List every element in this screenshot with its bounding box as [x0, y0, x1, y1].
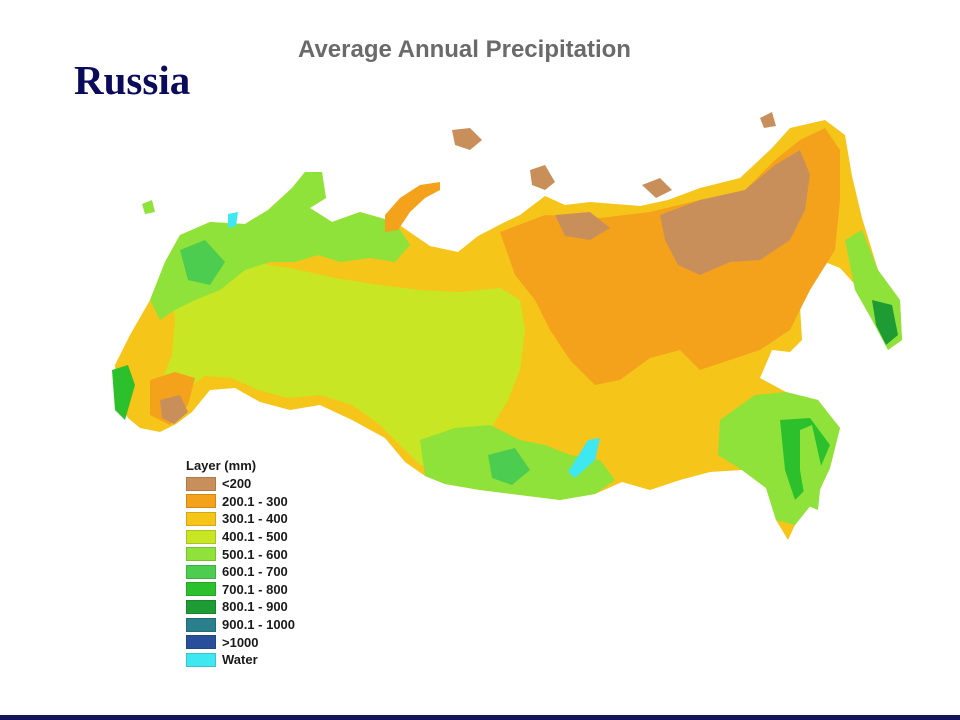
slide-title: Russia — [74, 57, 191, 103]
zone-under-200-taimyr — [555, 212, 610, 240]
kaliningrad — [142, 200, 155, 214]
zone-800-900-kamchatka — [872, 300, 898, 345]
zone-under-200-caspian — [160, 395, 188, 424]
legend-item: <200 — [186, 475, 295, 493]
severnaya-zemlya — [530, 165, 555, 190]
zone-under-200-northeast — [660, 150, 810, 275]
legend-item: 700.1 - 800 — [186, 581, 295, 599]
wrangel-island — [760, 112, 776, 128]
franz-josef-land — [452, 128, 482, 150]
legend-swatch — [186, 476, 216, 491]
legend-swatch — [186, 564, 216, 579]
legend-label: >1000 — [222, 634, 259, 650]
legend-items: <200 200.1 - 300 300.1 - 400 400.1 - 500 500… — [186, 475, 295, 669]
legend-title: Layer (mm) — [186, 458, 257, 473]
lake-baikal — [568, 438, 600, 478]
new-siberian-islands — [642, 178, 672, 198]
legend-swatch — [186, 635, 216, 650]
legend-item: >1000 — [186, 633, 295, 651]
legend-item: 800.1 - 900 — [186, 598, 295, 616]
legend-item: 400.1 - 500 — [186, 528, 295, 546]
lake-ladoga — [228, 212, 238, 228]
map-title: Average Annual Precipitation — [298, 36, 631, 63]
legend-label: <200 — [222, 476, 252, 492]
legend-label: 400.1 - 500 — [222, 529, 288, 545]
legend-swatch — [186, 652, 216, 667]
legend-item: 900.1 - 1000 — [186, 616, 295, 634]
legend-label: 300.1 - 400 — [222, 511, 288, 527]
legend-item: Water — [186, 651, 295, 669]
legend-item: 200.1 - 300 — [186, 493, 295, 511]
legend-label: 900.1 - 1000 — [222, 617, 296, 633]
legend-label: 600.1 - 700 — [222, 564, 288, 580]
zone-500-600-northwest — [150, 172, 410, 320]
legend-swatch — [186, 582, 216, 597]
legend-swatch — [186, 617, 216, 632]
novaya-zemlya — [385, 182, 440, 232]
legend-swatch — [186, 599, 216, 614]
legend-item: 600.1 - 700 — [186, 563, 295, 581]
zone-400-500-west — [162, 255, 525, 470]
legend-label: Water — [222, 652, 258, 668]
legend-swatch — [186, 529, 216, 544]
legend-label: 500.1 - 600 — [222, 546, 288, 562]
legend-label: 700.1 - 800 — [222, 581, 288, 597]
bottom-rule — [0, 715, 960, 720]
legend-swatch — [186, 494, 216, 509]
legend-label: 800.1 - 900 — [222, 599, 288, 615]
legend-item: 500.1 - 600 — [186, 545, 295, 563]
zone-600-700-west — [180, 240, 225, 285]
zone-700-800-caucasus — [112, 365, 135, 420]
sakhalin-island — [800, 425, 822, 510]
map-legend: Layer (mm) <200 200.1 - 300 300.1 - 400 400… — [186, 458, 295, 669]
legend-swatch — [186, 547, 216, 562]
legend-label: 200.1 - 300 — [222, 493, 288, 509]
legend-item: 300.1 - 400 — [186, 510, 295, 528]
legend-swatch — [186, 511, 216, 526]
zone-600-700-altai — [488, 448, 530, 485]
